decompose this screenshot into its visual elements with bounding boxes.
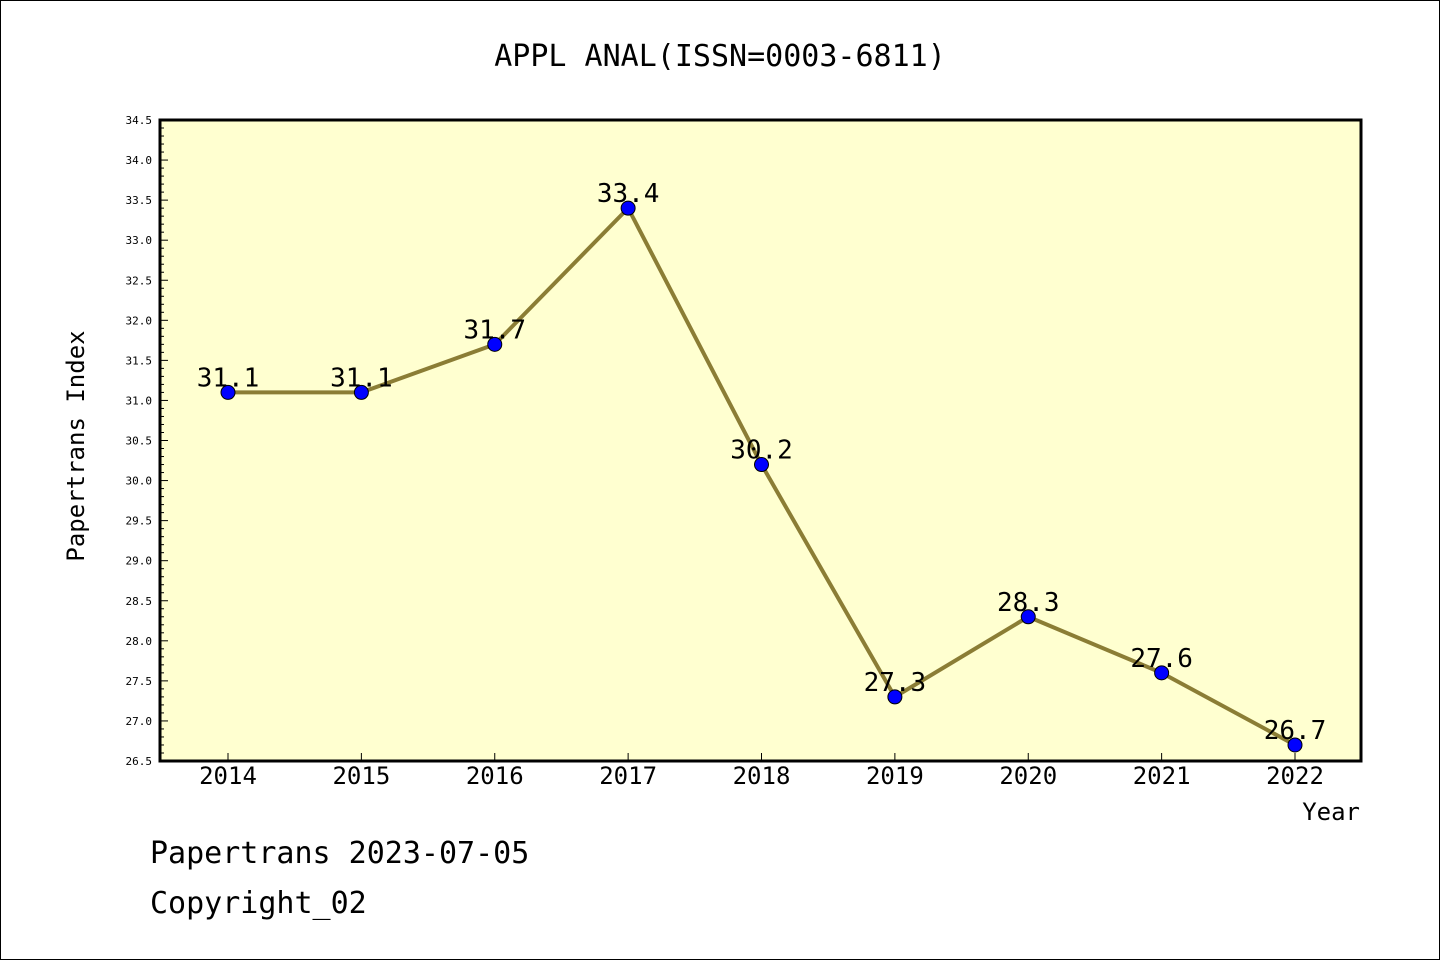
x-tick-label: 2016 — [466, 762, 524, 790]
y-tick-label: 32.5 — [126, 274, 153, 287]
y-tick-label: 32.0 — [126, 314, 153, 327]
data-label: 26.7 — [1264, 716, 1327, 746]
data-label: 30.2 — [730, 436, 793, 466]
y-axis: 26.5 27.0 27.5 28.0 28.5 29.0 29.5 30.0 30.5 31.0… — [126, 114, 168, 768]
x-tick-label: 2018 — [733, 762, 791, 790]
data-point — [887, 689, 903, 705]
data-point — [487, 336, 503, 352]
data-label: 31.1 — [330, 363, 393, 393]
y-tick-label: 34.5 — [126, 114, 153, 127]
y-tick-label: 30.5 — [126, 435, 153, 448]
data-label: 27.6 — [1130, 644, 1193, 674]
data-label: 33.4 — [597, 179, 660, 209]
x-tick-label: 2015 — [332, 762, 390, 790]
y-tick-label: 28.5 — [126, 595, 153, 608]
y-tick-label: 31.0 — [126, 394, 153, 407]
y-tick-label: 30.0 — [126, 475, 153, 488]
data-labels: 31.1 31.1 31.7 33.4 30.2 27.3 28.3 27.6 26.7 — [197, 179, 1327, 746]
x-tick-label: 2017 — [599, 762, 657, 790]
data-point — [620, 200, 636, 216]
x-tick-label: 2021 — [1133, 762, 1191, 790]
y-tick-label: 29.0 — [126, 555, 153, 568]
data-point — [754, 457, 769, 473]
x-tick-label: 2014 — [199, 762, 257, 790]
data-point — [1020, 609, 1036, 625]
x-tick-label: 2019 — [866, 762, 924, 790]
y-tick-label: 29.5 — [126, 515, 153, 528]
y-tick-label: 33.5 — [126, 194, 153, 207]
data-label: 27.3 — [864, 668, 927, 698]
footer-date: Papertrans 2023-07-05 — [150, 836, 529, 871]
data-point — [353, 384, 369, 400]
y-tick-label: 31.5 — [126, 354, 153, 367]
chart-title: APPL ANAL(ISSN=0003-6811) — [494, 39, 946, 74]
data-label: 31.1 — [197, 363, 260, 393]
data-point — [1154, 665, 1170, 681]
y-tick-label: 26.5 — [126, 755, 153, 768]
series-markers — [220, 200, 1303, 753]
y-tick-label: 34.0 — [126, 154, 153, 167]
footer-copyright: Copyright_02 — [150, 886, 367, 921]
plot-area — [158, 118, 1363, 763]
y-tick-label: 27.0 — [126, 715, 153, 728]
data-label: 28.3 — [997, 588, 1060, 618]
data-point — [1287, 737, 1303, 753]
x-tick-label: 2022 — [1266, 762, 1324, 790]
y-tick-label: 27.5 — [126, 675, 153, 688]
x-tick-label: 2020 — [999, 762, 1057, 790]
data-point — [220, 384, 236, 400]
y-axis-label: Papertrans Index — [62, 330, 90, 561]
y-tick-label: 33.0 — [126, 234, 153, 247]
y-tick-label: 28.0 — [126, 635, 153, 648]
data-label: 31.7 — [463, 315, 526, 345]
x-axis: 2014 2015 2016 2017 2018 2019 2020 2021 2022 — [199, 753, 1324, 790]
x-axis-label: Year — [1302, 798, 1360, 826]
